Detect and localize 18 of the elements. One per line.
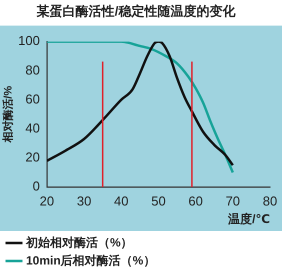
x-tick-label: 70 — [226, 193, 240, 208]
y-tick-label: 40 — [25, 120, 40, 136]
y-axis-title: 相对酶活/% — [2, 86, 15, 144]
y-tick-label: 60 — [25, 91, 40, 106]
legend-label: 初始相对酶活（%） — [25, 235, 133, 250]
y-tick-label: 20 — [25, 150, 40, 164]
x-tick-label: 60 — [188, 193, 203, 208]
x-tick-label: 40 — [114, 193, 128, 208]
x-tick-label: 80 — [262, 193, 278, 208]
x-tick-label: 30 — [76, 193, 92, 208]
x-tick-label: 20 — [40, 193, 54, 208]
y-tick-label: 80 — [25, 62, 40, 78]
y-tick-label: 100 — [18, 33, 40, 48]
legend-label: 10min后相对酶活（%） — [26, 253, 156, 268]
x-axis-title: 温度/℃ — [227, 212, 270, 226]
chart-title: 某蛋白酶活性/稳定性随温度的变化 — [36, 3, 236, 18]
x-tick-label: 50 — [151, 193, 166, 208]
y-tick-label: 0 — [32, 178, 40, 194]
